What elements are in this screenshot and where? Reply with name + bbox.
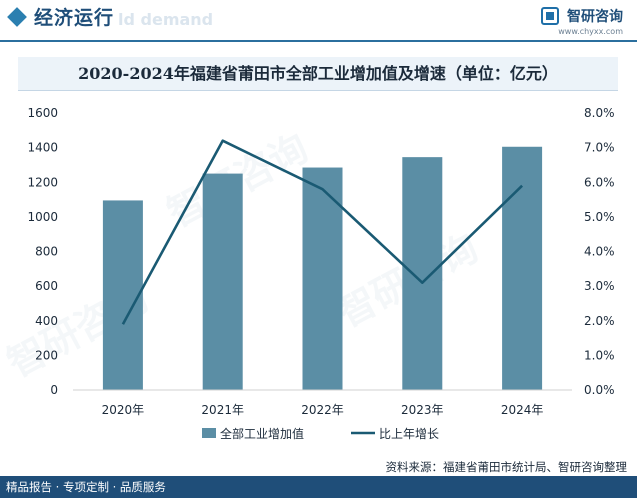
y-left-tick-label: 400 bbox=[35, 314, 58, 328]
diamond-icon bbox=[7, 7, 27, 27]
ghost-text: ld demand bbox=[118, 10, 214, 29]
y-left-tick-label: 1000 bbox=[27, 210, 58, 224]
y-left-tick-label: 200 bbox=[35, 348, 58, 362]
y-right-tick-label: 1.0% bbox=[584, 348, 615, 362]
legend-label-bar: 全部工业增加值 bbox=[220, 426, 304, 441]
y-right-tick-label: 7.0% bbox=[584, 141, 615, 155]
brand-name: 智研咨询 bbox=[567, 8, 623, 25]
y-right-tick-label: 4.0% bbox=[584, 245, 615, 259]
y-right-tick-label: 5.0% bbox=[584, 210, 615, 224]
y-left-tick-label: 1200 bbox=[27, 175, 58, 189]
footer-bar: 精品报告 · 专项定制 · 品质服务 bbox=[0, 476, 637, 498]
header-divider bbox=[0, 40, 637, 42]
growth-line bbox=[121, 139, 524, 325]
x-tick-label: 2020年 bbox=[102, 403, 145, 417]
brand-url: www.chyxx.com bbox=[558, 26, 623, 36]
y-right-tick-label: 6.0% bbox=[584, 175, 615, 189]
footer: 资料来源：福建省莆田市统计局、智研咨询整理 精品报告 · 专项定制 · 品质服务 bbox=[0, 454, 637, 498]
source-note: 资料来源：福建省莆田市统计局、智研咨询整理 bbox=[385, 460, 628, 474]
brand: 智研咨询 www.chyxx.com bbox=[540, 5, 623, 36]
chart-title: 2020-2024年福建省莆田市全部工业增加值及增速（单位：亿元） bbox=[78, 64, 558, 83]
header: ld demand 经济运行 智研咨询 www.chyxx.com bbox=[0, 0, 637, 40]
chart: 0 200 400 600 800 1000 1200 1400 1600 0.0% 1.0% 2.0… bbox=[27, 106, 615, 441]
y-left-tick-label: 0 bbox=[50, 383, 58, 397]
x-tick-label: 2024年 bbox=[501, 403, 544, 417]
legend-swatch-bar bbox=[202, 428, 216, 438]
y-right-tick-label: 2.0% bbox=[584, 314, 615, 328]
y-left-tick-label: 1400 bbox=[27, 141, 58, 155]
x-tick-label: 2021年 bbox=[201, 403, 244, 417]
x-tick-label: 2022年 bbox=[301, 403, 344, 417]
x-tick-label: 2023年 bbox=[401, 403, 444, 417]
bar bbox=[502, 146, 543, 390]
y-right-tick-label: 3.0% bbox=[584, 279, 615, 293]
y-left-tick-label: 800 bbox=[35, 245, 58, 259]
y-left-tick-label: 600 bbox=[35, 279, 58, 293]
bar bbox=[102, 200, 143, 390]
bar bbox=[302, 167, 343, 390]
bar bbox=[402, 157, 443, 390]
y-left-tick-label: 1600 bbox=[27, 106, 58, 120]
y-right-tick-label: 0.0% bbox=[584, 383, 615, 397]
slogan: 精品报告 · 专项定制 · 品质服务 bbox=[6, 480, 166, 494]
logo-icon bbox=[540, 6, 559, 25]
chart-title-box: 2020-2024年福建省莆田市全部工业增加值及增速（单位：亿元） bbox=[18, 57, 618, 91]
legend-label-line: 比上年增长 bbox=[379, 427, 439, 441]
y-right-tick-label: 8.0% bbox=[584, 106, 615, 120]
bar bbox=[202, 173, 243, 390]
section-title: 经济运行 bbox=[34, 7, 115, 29]
